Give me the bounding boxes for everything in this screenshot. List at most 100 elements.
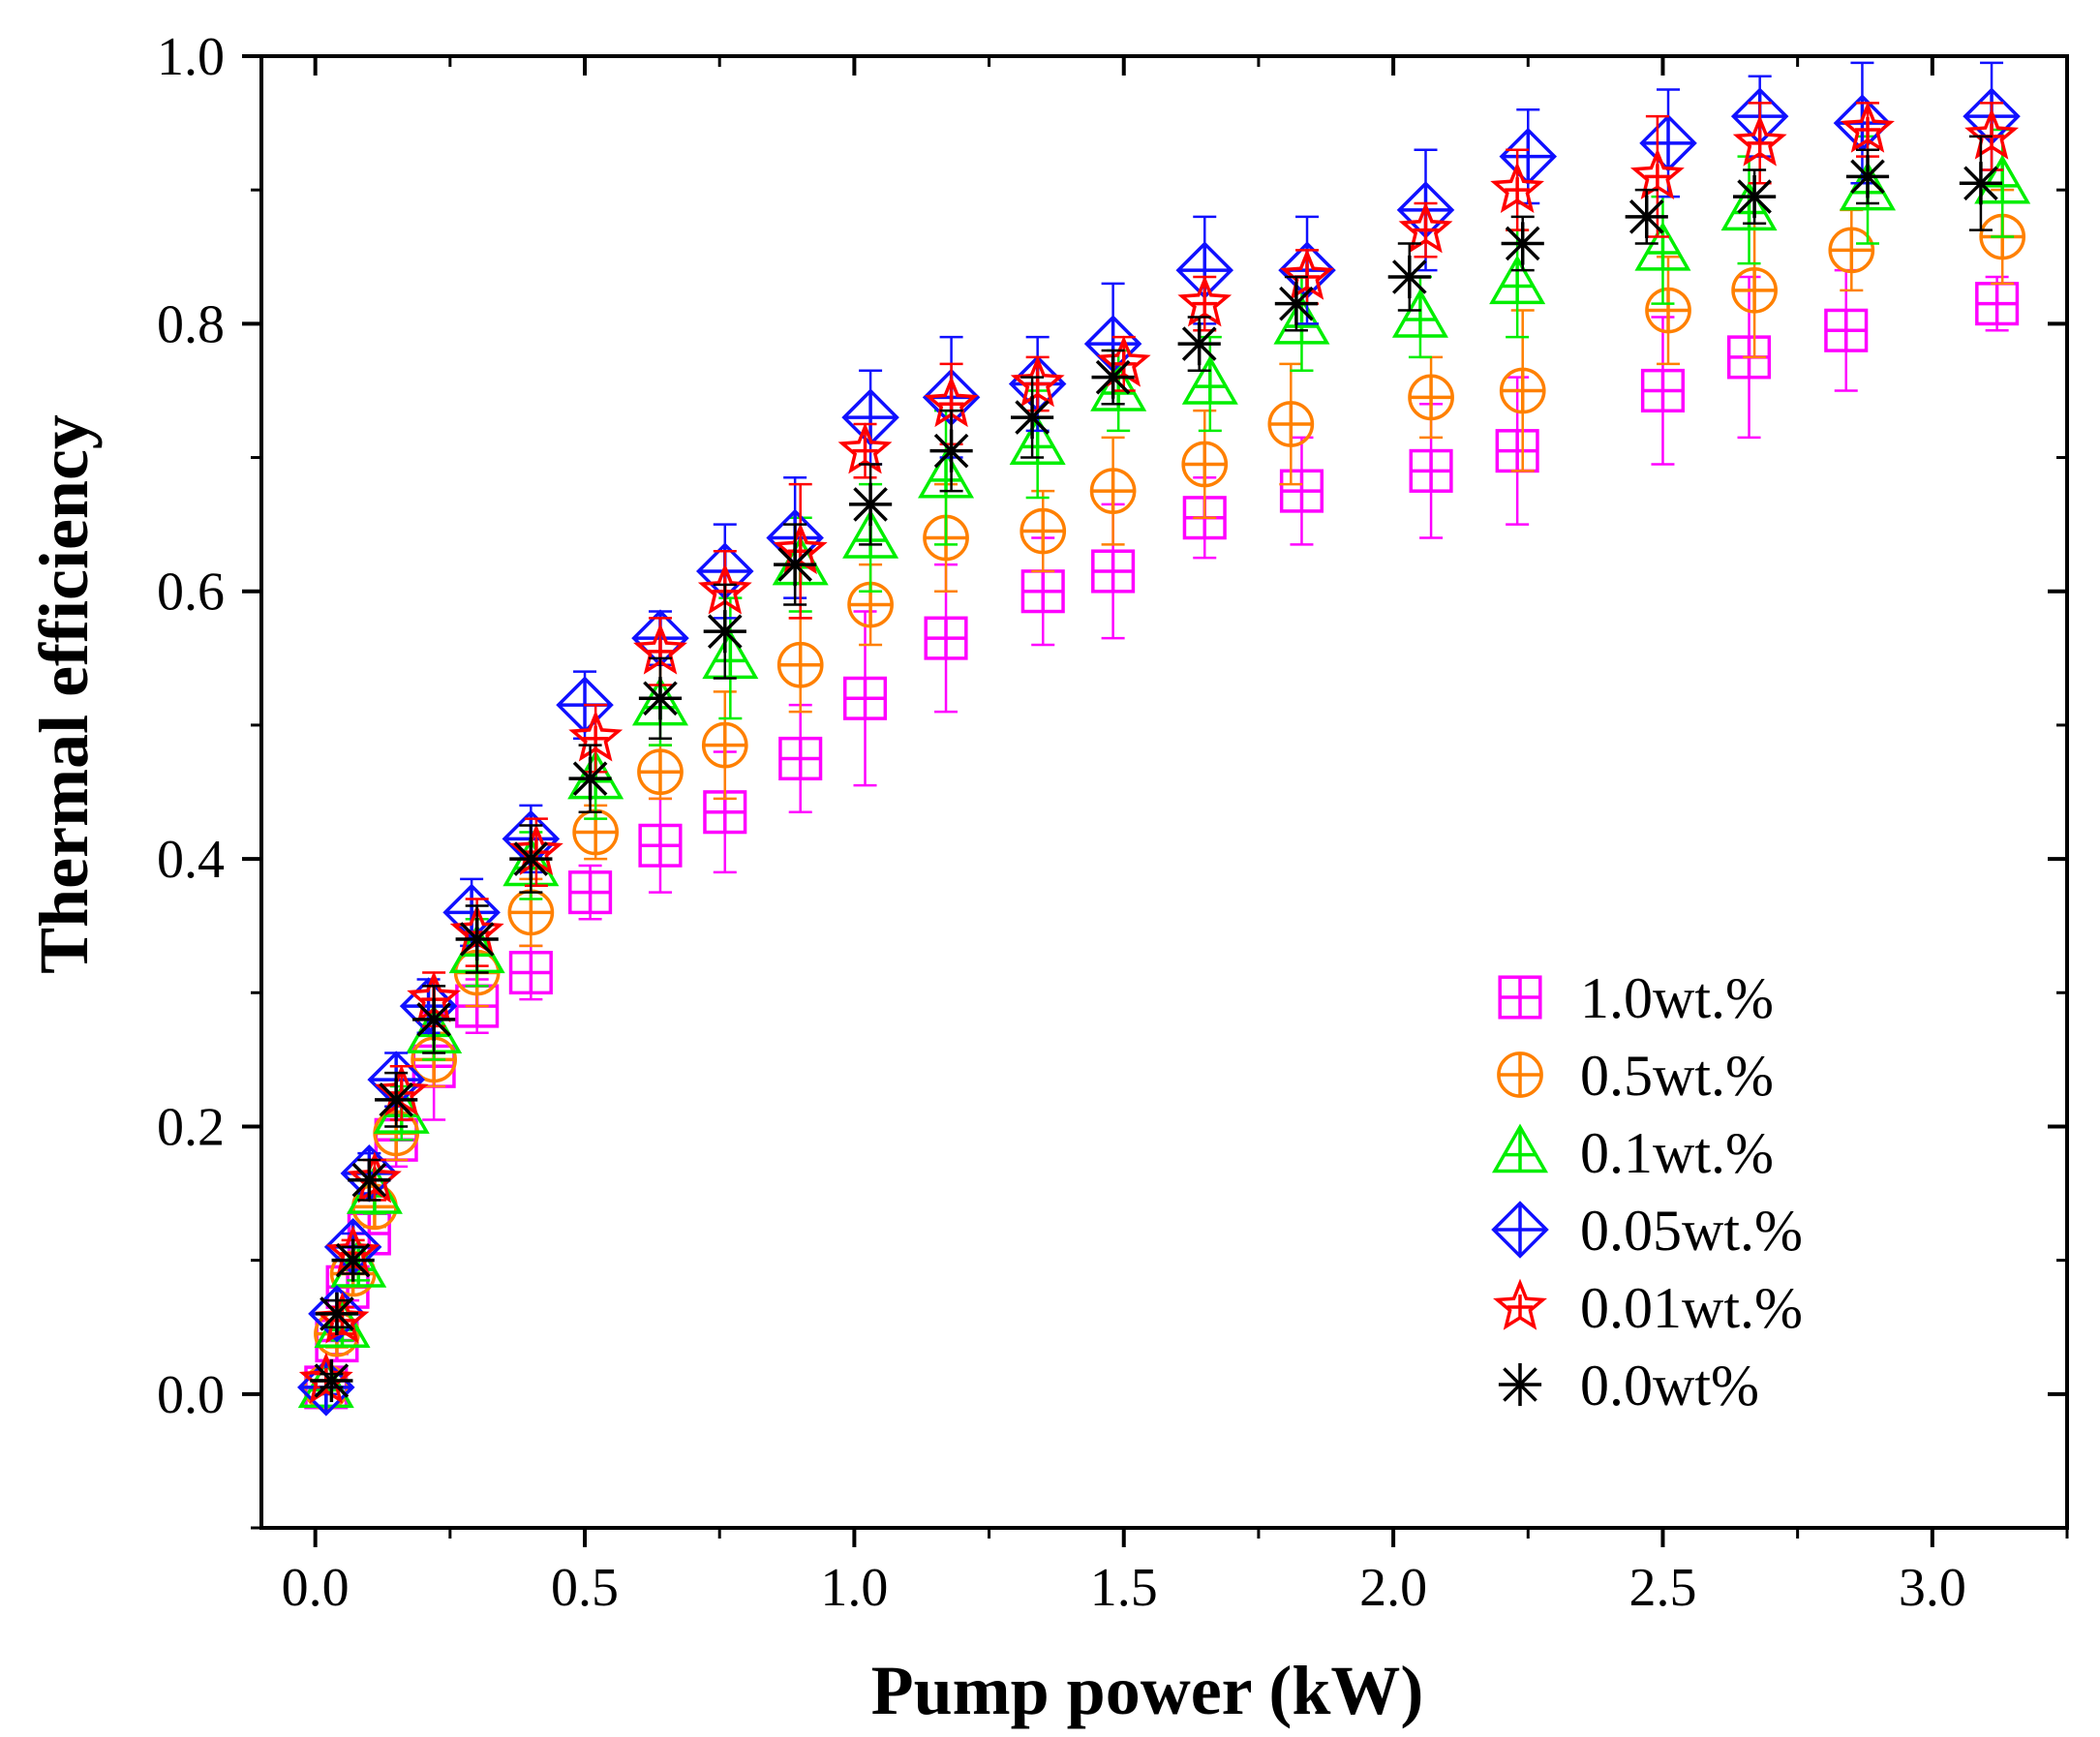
data-point (842, 676, 888, 720)
data-point (331, 1238, 375, 1282)
data-point (1828, 227, 1875, 274)
data-point (1089, 468, 1137, 514)
data-point (1974, 154, 2031, 204)
legend-item: 0.0wt% (1498, 1354, 1759, 1417)
x-tick-label: 0.0 (282, 1558, 350, 1618)
data-point (1391, 288, 1448, 338)
legend-item: 1.0wt.% (1498, 966, 1774, 1030)
x-tick-label: 1.5 (1090, 1558, 1158, 1618)
data-point (778, 736, 823, 781)
data-point (348, 1158, 391, 1202)
data-point (1279, 469, 1324, 513)
y-axis-title: Thermal efficiency (25, 414, 103, 974)
legend-item: 0.01wt.% (1493, 1276, 1803, 1340)
legend-marker (1498, 1362, 1542, 1407)
data-point (1841, 101, 1895, 153)
data-point (1177, 321, 1221, 366)
data-point (638, 823, 683, 868)
data-point (918, 448, 975, 499)
data-point (1096, 335, 1151, 387)
data-point (638, 677, 683, 720)
legend-label: 1.0wt.% (1580, 966, 1774, 1030)
legend-label: 0.01wt.% (1580, 1276, 1803, 1340)
data-point (1409, 448, 1453, 493)
data-point (1274, 282, 1318, 325)
y-tick-label: 0.6 (157, 563, 225, 623)
data-point (1845, 155, 1890, 198)
data-point (1495, 429, 1539, 473)
legend-label: 0.0wt% (1580, 1354, 1759, 1417)
data-point (1177, 275, 1233, 327)
data-point (837, 422, 893, 474)
data-point (929, 429, 973, 472)
axes-layer: 0.0 0.5 1.0 1.5 2.0 2.5 3.0 0.0 0.2 0.4 0.6 0.8 1.0 (157, 27, 2069, 1618)
data-point (1499, 367, 1546, 414)
data-point (703, 610, 746, 654)
x-tick-label: 2.5 (1628, 1558, 1696, 1618)
data-point (1011, 395, 1054, 440)
data-point (1499, 127, 1558, 186)
x-tick-label: 2.0 (1359, 1558, 1427, 1618)
data-point (1625, 195, 1668, 238)
x-axis-title: Pump power (kW) (871, 1652, 1424, 1729)
y-tick-label: 0.2 (157, 1097, 225, 1157)
data-point (315, 1292, 359, 1336)
legend-marker (1498, 975, 1542, 1020)
data-point (1020, 569, 1065, 614)
legend-marker (1493, 1278, 1547, 1330)
data-point (924, 616, 968, 660)
legend-item: 0.5wt.% (1497, 1044, 1774, 1108)
plot-frame (259, 54, 2069, 1530)
data-point (508, 950, 553, 995)
data-point (1489, 255, 1546, 305)
data-point (1387, 255, 1431, 299)
data-point (776, 641, 824, 688)
data-point (1267, 401, 1315, 447)
data-point (1398, 201, 1453, 254)
y-tick-label: 1.0 (157, 27, 225, 87)
legend-marker (1491, 1123, 1549, 1173)
data-point (701, 721, 748, 769)
data-point (702, 629, 759, 680)
data-point (375, 1078, 418, 1121)
data-point (1640, 368, 1686, 413)
data-point (310, 1358, 353, 1403)
data-point (1645, 287, 1691, 334)
legend-marker (1491, 1201, 1549, 1259)
data-point (1731, 266, 1778, 314)
data-point (1639, 114, 1697, 172)
data-point (1010, 355, 1065, 408)
data-point (568, 757, 612, 801)
data-point (1732, 114, 1787, 167)
data-point (637, 748, 684, 796)
x-tick-label: 0.5 (551, 1558, 619, 1618)
data-point (1181, 441, 1229, 488)
data-point (1408, 374, 1454, 421)
data-point (774, 542, 817, 587)
data-point (455, 917, 499, 961)
series-layer (297, 61, 2031, 1417)
legend: 1.0wt.% 0.5wt.% 0.1wt.% 0.05wt.% 0.01wt.% 0.0… (1491, 966, 1803, 1417)
data-point (1273, 294, 1330, 345)
data-point (1824, 308, 1869, 352)
legend-label: 0.05wt.% (1580, 1199, 1803, 1263)
data-point (1181, 355, 1238, 405)
data-point (1091, 549, 1136, 594)
y-tick-label: 0.8 (157, 294, 225, 354)
x-tick-label: 1.0 (820, 1558, 888, 1618)
data-point (848, 482, 893, 527)
data-point (509, 837, 553, 881)
y-tick-label: 0.0 (157, 1365, 225, 1425)
legend-item: 0.05wt.% (1491, 1199, 1803, 1263)
data-point (1975, 282, 2020, 326)
series-5 (310, 135, 2003, 1403)
data-point (1091, 355, 1135, 399)
legend-item: 0.1wt.% (1491, 1121, 1774, 1185)
data-point (412, 997, 456, 1042)
data-point (1490, 161, 1545, 214)
legend-marker (1497, 1051, 1543, 1098)
data-point (1733, 174, 1777, 219)
data-point (1501, 222, 1544, 265)
y-tick-label: 0.4 (157, 830, 225, 890)
